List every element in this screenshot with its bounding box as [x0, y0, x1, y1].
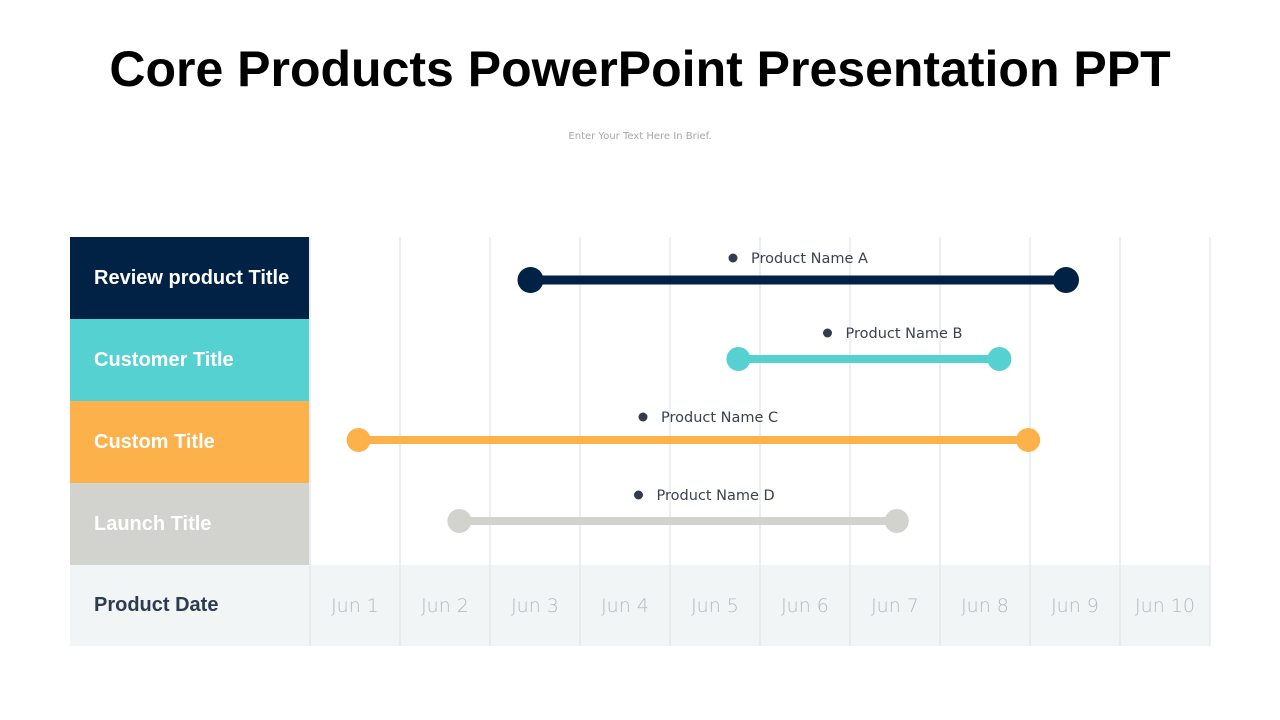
x-tick-label: Jun 9 — [1051, 594, 1099, 617]
footer-label: Product Date — [94, 594, 219, 616]
label-bullet — [823, 328, 832, 338]
series-label: Product Name A — [751, 251, 868, 267]
date-axis-footer: Product Date — [70, 565, 1210, 646]
x-tick-label: Jun 2 — [421, 594, 469, 617]
x-tick-label: Jun 8 — [961, 594, 1009, 617]
start-marker — [447, 509, 472, 533]
row-category-label: Customer Title — [70, 319, 309, 401]
label-bullet — [638, 412, 648, 422]
x-tick-label: Jun 5 — [691, 594, 739, 617]
slide-title: Core Products PowerPoint Presentation PP… — [109, 41, 1171, 97]
x-tick-label: Jun 3 — [511, 594, 559, 617]
start-marker — [517, 267, 544, 293]
row-category-label: Launch Title — [70, 483, 309, 565]
row-category-label: Custom Title — [70, 401, 309, 483]
end-marker — [1053, 267, 1079, 293]
series-label: Product Name D — [657, 488, 775, 504]
end-marker — [1016, 428, 1041, 452]
row-category-label: Review product Title — [70, 237, 309, 319]
series-label: Product Name B — [846, 326, 963, 342]
label-bullet — [728, 253, 738, 263]
end-marker — [884, 509, 909, 533]
start-marker — [726, 347, 751, 371]
x-tick-label: Jun 10 — [1135, 594, 1195, 617]
x-tick-label: Jun 1 — [331, 594, 379, 617]
label-bullet — [634, 490, 643, 500]
slide-subtitle: Enter Your Text Here In Brief. — [568, 131, 712, 142]
start-marker — [346, 428, 371, 452]
x-tick-label: Jun 4 — [601, 594, 649, 617]
x-tick-label: Jun 6 — [781, 594, 829, 617]
series-label: Product Name C — [661, 410, 778, 426]
x-tick-label: Jun 7 — [871, 594, 919, 617]
end-marker — [987, 347, 1012, 371]
